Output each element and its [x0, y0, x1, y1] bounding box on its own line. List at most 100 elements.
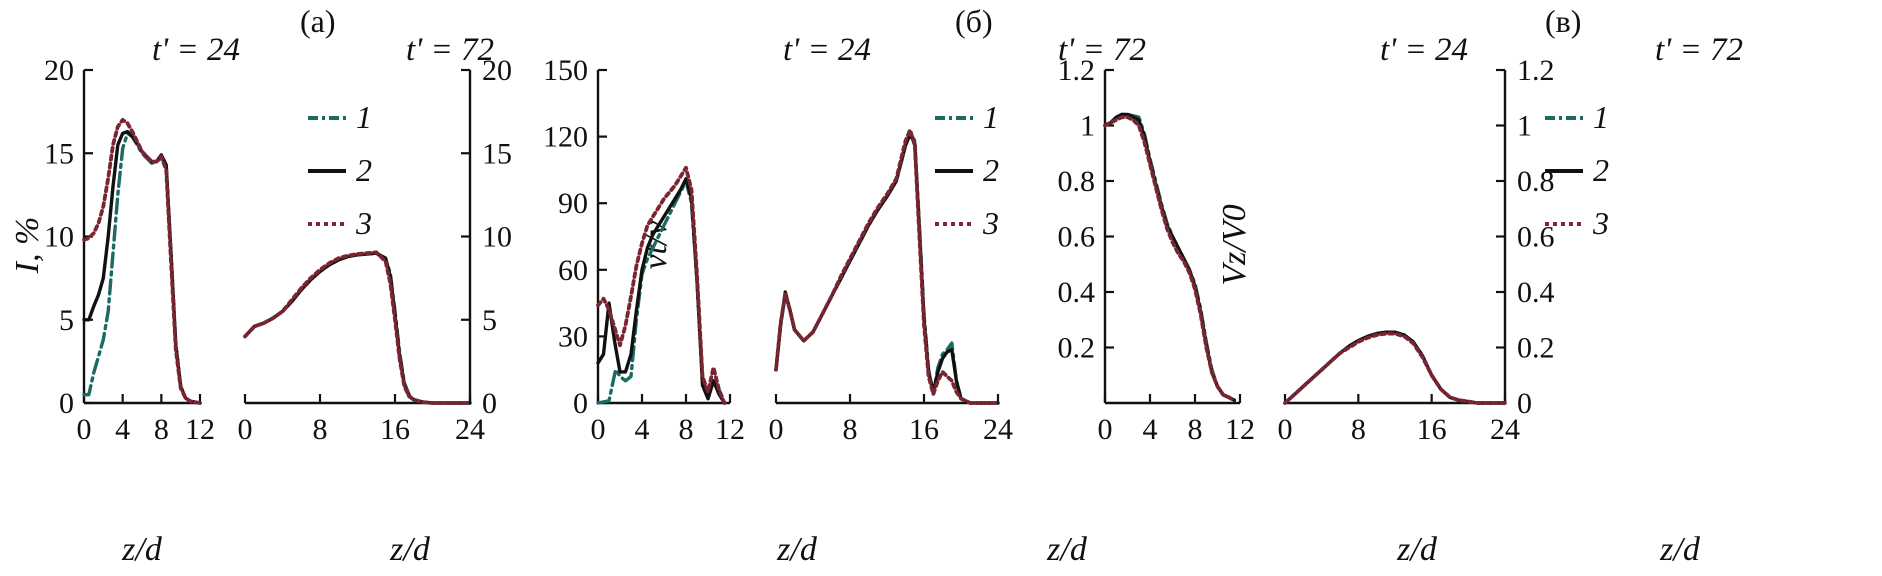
xlabel-b-left: z/d	[776, 531, 818, 568]
x-tick-label: 8	[679, 413, 694, 446]
series-1-line	[82, 131, 202, 405]
y-tick-label: 1	[1517, 110, 1532, 143]
panel-label-a: (а)	[300, 3, 336, 39]
panel-label-c: (в)	[1545, 3, 1581, 39]
x-tick-label: 8	[1188, 413, 1203, 446]
xlabel-b-right: z/d	[1046, 531, 1088, 568]
series-2-line	[1103, 112, 1237, 402]
xlabel-a-right: z/d	[389, 531, 431, 568]
y-tick-label: 0	[573, 387, 588, 420]
ylabel-c: Vz/V0	[1216, 204, 1253, 285]
x-tick-label: 24	[983, 413, 1013, 446]
y-tick-label: 1	[1080, 110, 1095, 143]
x-tick-label: 0	[1098, 413, 1113, 446]
y-tick-label: 15	[482, 137, 512, 170]
y-tick-label: 5	[59, 304, 74, 337]
y-tick-label: 15	[44, 137, 74, 170]
y-tick-label: 0.4	[1517, 276, 1555, 309]
time-label-c-right: t' = 72	[1655, 32, 1743, 68]
x-tick-label: 0	[1278, 413, 1293, 446]
series-3-line	[596, 165, 727, 405]
legend-b-label-2: 2	[983, 152, 999, 188]
x-tick-label: 8	[843, 413, 858, 446]
series-1-line	[1103, 112, 1237, 402]
series-2-line	[1283, 330, 1507, 405]
y-tick-label: 20	[482, 54, 512, 87]
x-tick-label: 12	[1225, 413, 1255, 446]
subplot-b-right: 0 8 16 24	[769, 128, 1013, 446]
series-3-line	[1283, 331, 1507, 405]
series-2-line	[82, 129, 202, 405]
x-tick-label: 0	[238, 413, 253, 446]
legend-c-label-1: 1	[1593, 99, 1609, 135]
y-tick-label: 0.2	[1058, 332, 1096, 365]
series-3-line	[774, 128, 1000, 405]
y-tick-label: 0.4	[1058, 276, 1096, 309]
panel-a: (а) t' = 24 t' = 72 I, % z/d z/d 1 2 3	[9, 3, 494, 568]
series-1-line	[596, 179, 727, 405]
legend-b: 1 2 3	[935, 99, 999, 241]
y-tick-label: 0.2	[1517, 332, 1555, 365]
y-tick-label: 60	[558, 254, 588, 287]
y-tick-label: 0	[59, 387, 74, 420]
series-3-line	[243, 250, 472, 405]
legend-c: 1 2 3	[1545, 99, 1609, 241]
series-3-line	[82, 118, 202, 405]
y-tick-label: 0	[1517, 387, 1532, 420]
x-tick-label: 0	[769, 413, 784, 446]
x-tick-label: 24	[1490, 413, 1520, 446]
x-tick-label: 24	[455, 413, 485, 446]
y-tick-label: 10	[482, 221, 512, 254]
legend-b-label-1: 1	[983, 99, 999, 135]
legend-b-label-3: 3	[982, 205, 999, 241]
x-tick-label: 16	[380, 413, 410, 446]
time-label-a-left: t' = 24	[152, 32, 240, 68]
y-tick-label: 0.6	[1517, 221, 1555, 254]
x-tick-label: 16	[909, 413, 939, 446]
legend-a: 1 2 3	[308, 99, 372, 241]
y-tick-label: 1.2	[1058, 54, 1096, 87]
series-2-line	[596, 177, 727, 405]
y-tick-label: 120	[543, 121, 588, 154]
y-tick-label: 0.8	[1058, 165, 1096, 198]
panel-c: (в) t' = 24 t' = 72 Vz/V0 z/d z/d 1 2 3	[1216, 3, 1743, 568]
y-tick-label: 1.2	[1517, 54, 1555, 87]
time-label-c-left: t' = 24	[1380, 32, 1468, 68]
xlabel-c-right: z/d	[1659, 531, 1701, 568]
y-tick-label: 0.6	[1058, 221, 1096, 254]
series-1-line	[1283, 330, 1507, 405]
series-2-line	[774, 132, 1000, 405]
legend-a-label-3: 3	[355, 205, 372, 241]
y-tick-label: 10	[44, 221, 74, 254]
time-label-b-right: t' = 72	[1058, 32, 1146, 68]
y-tick-label: 150	[543, 54, 588, 87]
y-tick-label: 90	[558, 187, 588, 220]
legend-a-label-1: 1	[356, 99, 372, 135]
series-1-line	[243, 251, 472, 405]
legend-c-label-2: 2	[1593, 152, 1609, 188]
time-label-a-right: t' = 72	[406, 32, 494, 68]
time-label-b-left: t' = 24	[783, 32, 871, 68]
x-tick-label: 12	[715, 413, 745, 446]
ylabel-a: I, %	[9, 217, 46, 275]
series-3-line	[1103, 115, 1237, 403]
subplot-c-left: 0 4 8 12 0.2 0.4 0.6 0.8 1 1.2	[1058, 54, 1256, 446]
y-tick-label: 5	[482, 304, 497, 337]
y-tick-label: 0.8	[1517, 165, 1555, 198]
x-tick-label: 8	[1351, 413, 1366, 446]
y-tick-label: 0	[482, 387, 497, 420]
x-tick-label: 16	[1417, 413, 1447, 446]
x-tick-label: 8	[313, 413, 328, 446]
x-tick-label: 4	[115, 413, 130, 446]
legend-a-label-2: 2	[356, 152, 372, 188]
series-2-line	[243, 251, 472, 405]
xlabel-a-left: z/d	[121, 531, 163, 568]
x-tick-label: 8	[154, 413, 169, 446]
x-tick-label: 4	[1143, 413, 1158, 446]
